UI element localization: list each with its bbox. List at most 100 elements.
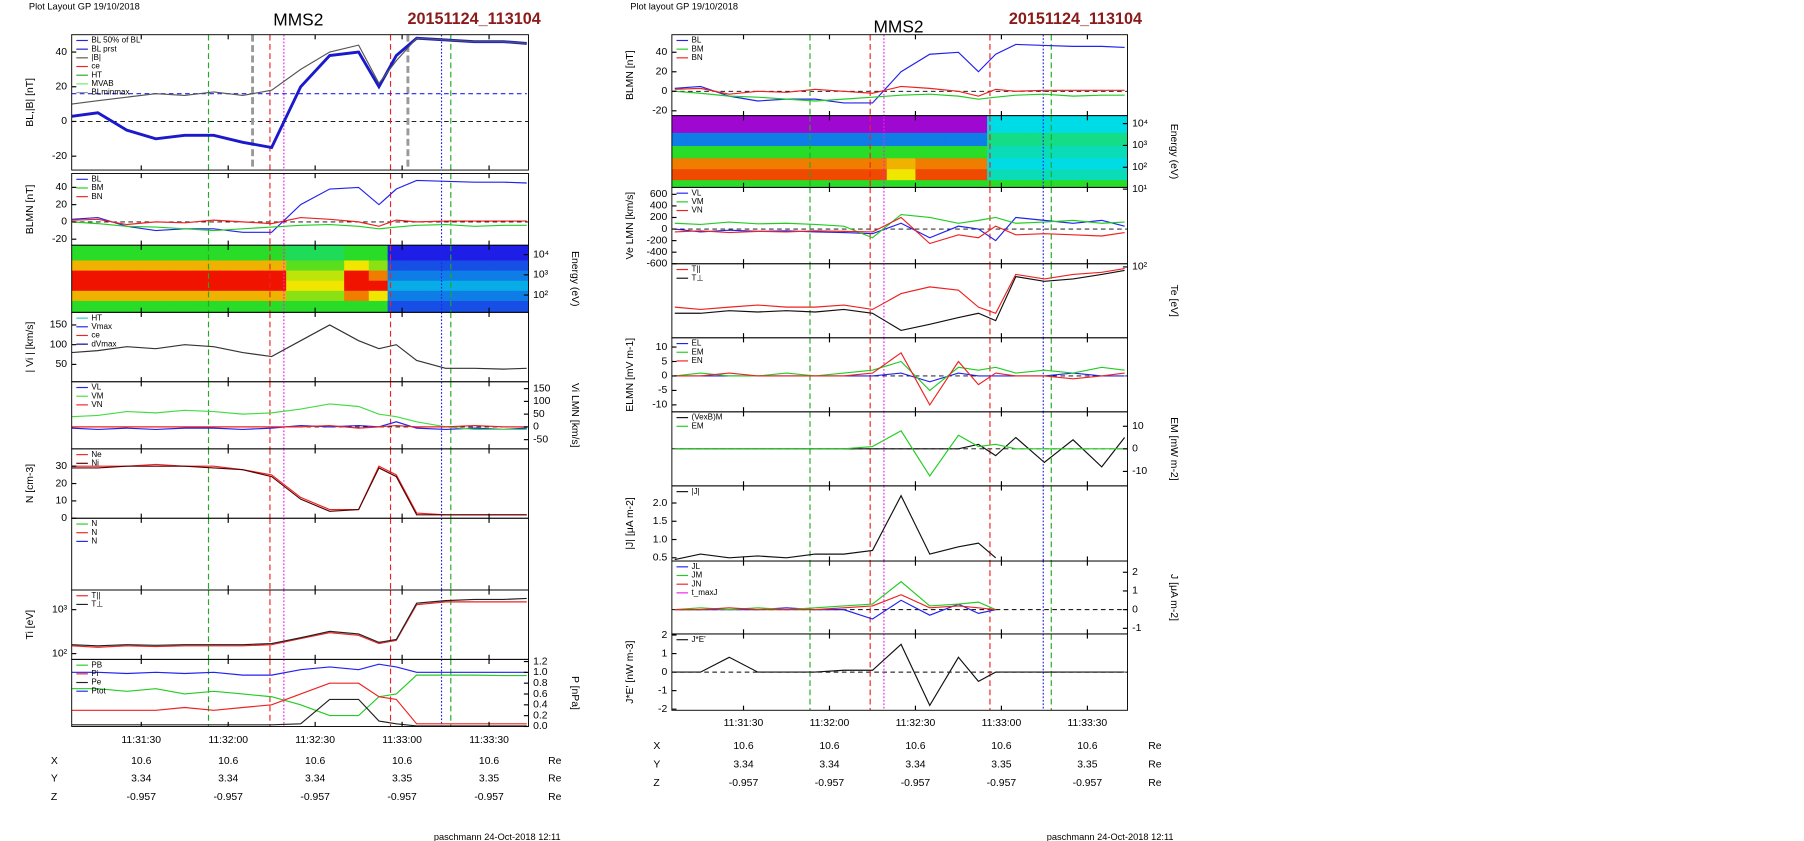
y-tick-label: 20 — [56, 478, 68, 489]
series-line — [71, 682, 527, 725]
spectrogram-cell — [460, 300, 490, 313]
legend-label: JM — [692, 571, 703, 580]
ephemeris-value: 10.6 — [905, 741, 925, 752]
spectrogram-cell — [228, 270, 258, 281]
spectrogram-cell — [1058, 157, 1088, 170]
panel — [71, 659, 527, 727]
series-line — [71, 403, 527, 430]
y-tick-label: 200 — [650, 212, 668, 223]
legend-label: EM — [692, 421, 704, 430]
spectrogram-cell — [228, 280, 258, 291]
legend-label: VL — [91, 383, 101, 392]
spectrogram-cell — [1030, 115, 1060, 133]
ephemeris-value: -0.957 — [213, 792, 243, 803]
y-axis-label: | Vi | [km/s] — [25, 322, 36, 373]
x-tick-label: 11:32:00 — [810, 718, 850, 729]
spectrogram-cell — [687, 179, 716, 188]
y-tick-label: 0 — [61, 217, 67, 228]
spectrogram-cell — [170, 300, 200, 313]
spectrogram-cell — [1030, 145, 1060, 159]
y-axis-label: Te [eV] — [1168, 285, 1179, 317]
y-tick-label: 2 — [1132, 567, 1138, 578]
legend-label: Ne — [91, 450, 102, 459]
y-tick-label: 150 — [50, 320, 68, 331]
y-axis-label: BLMN [nT] — [25, 184, 36, 234]
spectrogram-cell — [141, 270, 171, 281]
spectrogram-cell — [515, 280, 529, 291]
y-tick-label: 0.4 — [533, 700, 548, 711]
y-tick-label: 30 — [56, 461, 68, 472]
y-tick-label: 20 — [56, 82, 68, 93]
legend-label: BM — [692, 44, 704, 53]
spectrogram-cell — [1005, 157, 1031, 170]
legend-label: VN — [692, 206, 703, 215]
series-line — [71, 465, 527, 516]
spectrogram-cell — [315, 280, 345, 291]
spectrogram-cell — [406, 280, 432, 291]
spectrogram-cell — [944, 157, 970, 170]
y-tick-label: 40 — [656, 47, 668, 58]
spectrogram-cell — [858, 132, 888, 147]
ephemeris-value: 10.6 — [131, 756, 151, 767]
spectrogram-cell — [431, 270, 461, 281]
spectrogram-cell — [968, 145, 988, 159]
y-axis-label: N [cm-3] — [25, 464, 36, 503]
spectrogram-cell — [886, 115, 917, 133]
spectrogram-cell — [1030, 157, 1060, 170]
spectrogram-cell — [968, 157, 988, 170]
spectrogram-cell — [257, 259, 287, 271]
spectrogram-cell — [1087, 179, 1114, 188]
spectrogram-cell — [714, 145, 745, 159]
y-tick-label: 10³ — [533, 270, 549, 281]
spectrogram-cell — [743, 157, 773, 170]
spectrogram-cell — [170, 270, 200, 281]
spectrogram-cell — [406, 259, 432, 271]
spectrogram-cell — [84, 290, 113, 301]
ephemeris-value: 10.6 — [305, 756, 325, 767]
y-tick-label: 0.2 — [533, 710, 548, 721]
spectrogram-cell — [1087, 132, 1114, 147]
ephemeris-label: Y — [653, 759, 660, 770]
legend-label: EM — [692, 347, 704, 356]
spectrogram-cell — [257, 280, 287, 291]
spectrogram-cell — [368, 290, 389, 301]
spectrogram-cell — [286, 280, 316, 291]
legend-label: BM — [91, 183, 103, 192]
spectrogram-cell — [714, 157, 745, 170]
spectrogram-cell — [515, 270, 529, 281]
panel — [671, 561, 1128, 634]
spectrogram-cell — [968, 132, 988, 147]
spectrogram-cell — [344, 270, 370, 281]
panel-frame — [671, 186, 1128, 265]
legend-label: BL prst — [91, 44, 117, 53]
spectrogram-cell — [406, 300, 432, 313]
spectrogram-cell — [368, 280, 389, 291]
y-tick-label: 2 — [661, 630, 667, 641]
spectrogram-cell — [772, 168, 802, 181]
x-tick-label: 11:31:30 — [121, 735, 161, 746]
ephemeris-value: 3.34 — [819, 759, 839, 770]
series-line — [674, 269, 1125, 331]
spectrogram-cell — [858, 115, 888, 133]
panel — [674, 263, 1125, 338]
y-tick-label: 400 — [650, 201, 668, 212]
panel — [71, 34, 529, 171]
panel-frame — [671, 560, 1128, 635]
ephemeris-value: 3.34 — [218, 773, 238, 784]
y-tick-label: 0.5 — [653, 553, 668, 564]
ephemeris-value: -0.957 — [987, 778, 1017, 789]
spectrogram-cell — [1113, 145, 1128, 159]
spectrogram-cell — [112, 270, 142, 281]
spectrogram-cell — [915, 145, 945, 159]
y-tick-label: 10⁴ — [533, 249, 549, 260]
ephemeris-value: 3.35 — [1077, 759, 1097, 770]
spectrogram-cell — [800, 157, 831, 170]
spectrogram-cell — [170, 245, 200, 261]
y-tick-label: -50 — [533, 434, 548, 445]
spectrogram-cell — [886, 145, 917, 159]
legend-label: N — [91, 519, 97, 528]
ephemeris-value: -0.957 — [387, 792, 417, 803]
ephemeris-unit: Re — [548, 756, 562, 767]
spectrogram-cell — [987, 168, 1007, 181]
spectrogram-cell — [1030, 132, 1060, 147]
